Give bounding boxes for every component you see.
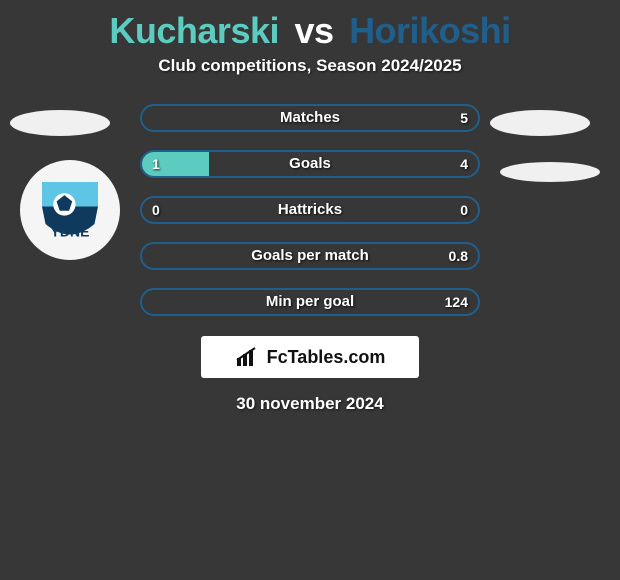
stat-bars: Matches5 Goals1 4 Hattricks0 0 Goals per matc… [140, 104, 480, 334]
title-left-name: Kucharski [109, 10, 279, 51]
avatar-placeholder-top-left [10, 110, 110, 136]
stat-row: Matches5 [140, 104, 480, 132]
stat-row: Goals per match0.8 [140, 242, 480, 270]
title-separator: vs [295, 10, 334, 51]
stat-value-right: 124 [445, 290, 468, 314]
bar-chart-icon [235, 346, 261, 368]
stat-value-right: 5 [460, 106, 468, 130]
fctables-logo: FcTables.com [201, 336, 419, 378]
stat-value-right: 0.8 [449, 244, 468, 268]
avatar-placeholder-top-right [490, 110, 590, 136]
stat-value-left: 1 [152, 152, 160, 176]
stat-row: Min per goal124 [140, 288, 480, 316]
stat-row: Goals1 4 [140, 150, 480, 178]
stat-label: Goals per match [142, 244, 478, 268]
club-badge: YDNE [20, 160, 120, 260]
subtitle: Club competitions, Season 2024/2025 [0, 56, 620, 94]
stat-label: Min per goal [142, 290, 478, 314]
stat-value-right: 4 [460, 152, 468, 176]
svg-text:YDNE: YDNE [51, 224, 90, 240]
stat-value-left: 0 [152, 198, 160, 222]
snapshot-date: 30 november 2024 [0, 394, 620, 414]
club-badge-icon: YDNE [35, 175, 105, 245]
title-right-name: Horikoshi [349, 10, 511, 51]
fctables-logo-text: FcTables.com [267, 347, 386, 368]
stat-row: Hattricks0 0 [140, 196, 480, 224]
stat-label: Goals [142, 152, 478, 176]
stat-label: Hattricks [142, 198, 478, 222]
stat-label: Matches [142, 106, 478, 130]
stage: YDNE Matches5 Goals1 4 Hattricks0 0 Goals per… [0, 94, 620, 444]
comparison-title: Kucharski vs Horikoshi [0, 0, 620, 56]
stat-value-right: 0 [460, 198, 468, 222]
avatar-placeholder-mid-right [500, 162, 600, 182]
